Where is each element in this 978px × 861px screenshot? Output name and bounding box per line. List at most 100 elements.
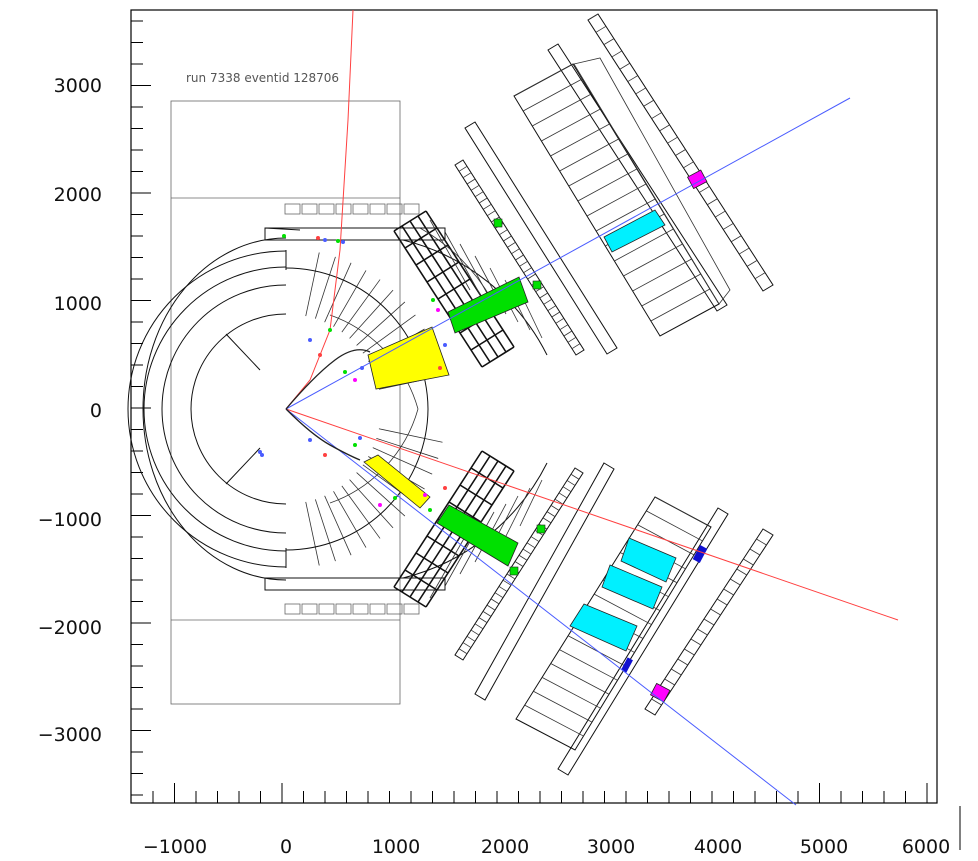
barrel-segment bbox=[356, 472, 406, 517]
strip-slice bbox=[486, 604, 496, 611]
module-slice bbox=[541, 677, 601, 709]
bottom-bar bbox=[264, 577, 446, 591]
hit-dot bbox=[316, 236, 320, 240]
strip-slice bbox=[458, 648, 468, 655]
lower-mid-chamber bbox=[557, 507, 729, 776]
hit-dot bbox=[336, 239, 340, 243]
fan-segment bbox=[429, 527, 471, 599]
barrel-segment bbox=[356, 301, 406, 346]
chamber-slice bbox=[603, 38, 615, 45]
endcap-tile bbox=[403, 603, 420, 615]
module-slice bbox=[577, 168, 638, 202]
chamber-slice bbox=[730, 578, 741, 586]
barrel-segment bbox=[362, 314, 416, 354]
module-slice bbox=[650, 288, 711, 322]
strip-slice bbox=[554, 498, 564, 505]
chamber-slice bbox=[746, 260, 758, 267]
chamber-slice bbox=[667, 136, 678, 144]
strip-slice bbox=[546, 511, 556, 517]
y-tick-label: 1000 bbox=[54, 293, 102, 315]
strip-slice bbox=[563, 330, 573, 337]
chamber-slice bbox=[697, 628, 708, 636]
endcap-tile bbox=[284, 203, 301, 215]
module-slice bbox=[550, 123, 610, 157]
module-slice bbox=[559, 138, 619, 172]
strip-slice bbox=[566, 480, 576, 486]
strip-slice bbox=[562, 486, 572, 493]
hit-dot bbox=[443, 343, 447, 347]
endcap-tiles-top bbox=[284, 203, 420, 215]
chamber-slice bbox=[743, 558, 754, 566]
module-slice bbox=[559, 649, 618, 681]
strip-slice bbox=[519, 260, 528, 267]
barrel-segment bbox=[341, 485, 381, 539]
chamber-slice bbox=[754, 272, 766, 280]
grid-line bbox=[393, 230, 483, 368]
barrel-segment bbox=[324, 262, 352, 323]
endcap-tile bbox=[318, 203, 335, 215]
plot-frame bbox=[130, 9, 938, 804]
grid-line bbox=[393, 450, 483, 588]
blue-hit-1 bbox=[692, 545, 708, 563]
y-tick-label: 0 bbox=[90, 400, 102, 422]
strip-slice bbox=[490, 598, 500, 605]
strip-slice bbox=[543, 298, 552, 305]
chamber-slice bbox=[643, 99, 654, 107]
barrel-segment bbox=[305, 501, 320, 566]
barrel-segment bbox=[349, 479, 394, 529]
strip-slice bbox=[458, 165, 468, 172]
barrel-segment bbox=[372, 447, 433, 475]
strip-slice bbox=[522, 548, 532, 555]
chamber-slice bbox=[762, 528, 774, 536]
strip-slice bbox=[515, 254, 524, 261]
y-tick-label: −2000 bbox=[38, 617, 102, 639]
hit-dot bbox=[428, 508, 432, 512]
fan-segment bbox=[519, 479, 543, 527]
chamber-slice bbox=[738, 247, 750, 255]
x-tick-label: 3000 bbox=[587, 836, 635, 858]
y-tick-label: −3000 bbox=[38, 724, 102, 746]
module-slice bbox=[513, 63, 574, 97]
strip-slice bbox=[506, 573, 516, 580]
chamber-slice bbox=[716, 598, 728, 606]
chamber-slice bbox=[715, 210, 726, 218]
barrel-segment bbox=[324, 495, 352, 556]
endcap-tile bbox=[318, 603, 335, 615]
barrel-segment bbox=[314, 256, 336, 319]
hit-dot bbox=[260, 453, 264, 457]
chamber-slice bbox=[619, 62, 631, 70]
strip-slice bbox=[462, 642, 472, 648]
upper-fan-arc-inner bbox=[419, 227, 493, 301]
x-tick-label: 4000 bbox=[694, 836, 742, 858]
curved-track-1 bbox=[285, 349, 371, 410]
green-cell-upper bbox=[447, 276, 529, 334]
hit-dot bbox=[436, 308, 440, 312]
module-slice bbox=[524, 704, 584, 737]
hit-dot bbox=[323, 453, 327, 457]
x-tick-label: −1000 bbox=[143, 836, 207, 858]
endcap-tile bbox=[386, 603, 403, 615]
strip-slice bbox=[499, 229, 508, 236]
green-hit-lower-1 bbox=[536, 524, 546, 534]
hit-dot bbox=[258, 450, 262, 454]
chamber-slice bbox=[707, 198, 718, 206]
strip-slice bbox=[498, 586, 508, 592]
magenta-cell-lower bbox=[649, 682, 671, 703]
endcap-tile bbox=[369, 203, 386, 215]
module-slice bbox=[641, 273, 701, 307]
chamber-slice bbox=[684, 648, 695, 656]
strip-slice bbox=[523, 267, 532, 274]
strip-slice bbox=[507, 241, 516, 248]
endcap-tile bbox=[386, 203, 403, 215]
x-tick-label: 5000 bbox=[800, 836, 848, 858]
cyan-cell-upper bbox=[603, 209, 666, 253]
endcap-tile bbox=[335, 603, 352, 615]
grid-line bbox=[401, 225, 491, 363]
green-hit-upper-2 bbox=[532, 280, 542, 290]
hit-dot bbox=[328, 328, 332, 332]
endcap-tile bbox=[335, 203, 352, 215]
strip-slice bbox=[478, 197, 488, 204]
y-tick-label: 2000 bbox=[54, 184, 102, 206]
chamber-slice bbox=[690, 638, 702, 646]
